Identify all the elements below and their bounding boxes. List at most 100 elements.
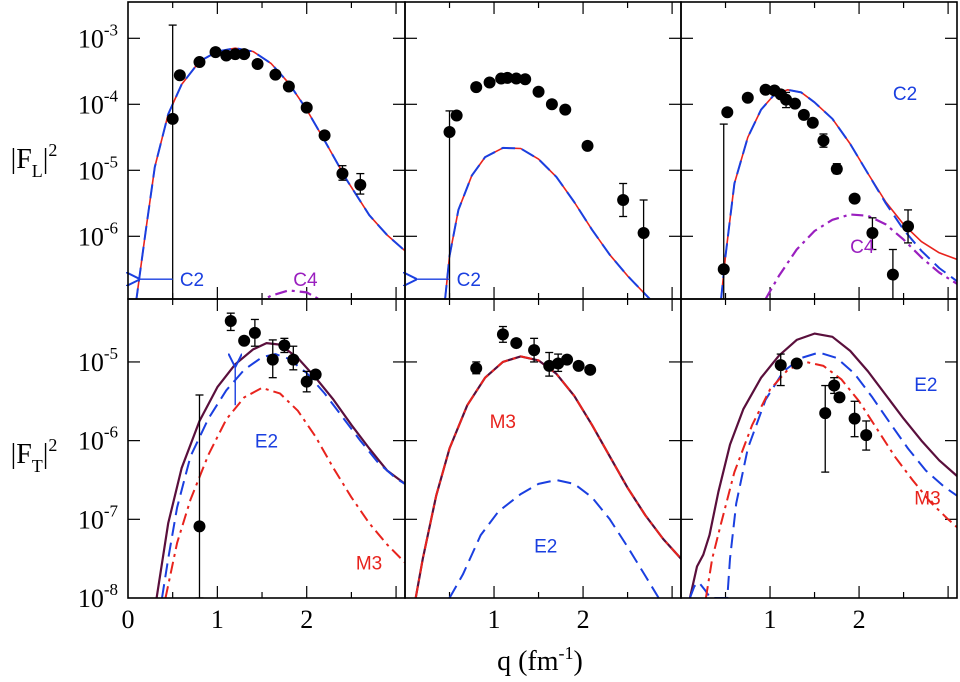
curve-label-m3: M3 xyxy=(490,412,516,433)
data-point xyxy=(193,56,206,69)
data-point xyxy=(717,263,730,276)
y-tick-label: 10-8 xyxy=(78,580,118,613)
curve-m3 xyxy=(414,355,681,598)
data-point xyxy=(833,391,846,404)
panel-frame xyxy=(680,298,958,599)
panel-top-right: C2 C4 xyxy=(680,1,958,300)
curve-label-c2: C2 xyxy=(893,84,917,105)
data-point xyxy=(637,227,650,239)
panel-plot-area xyxy=(414,325,681,598)
curve-total xyxy=(135,47,405,299)
data-point xyxy=(886,268,899,281)
data-point xyxy=(817,134,830,147)
data-point xyxy=(561,353,574,366)
data-point xyxy=(759,83,772,96)
y-tick-label: 10-7 xyxy=(78,501,119,534)
y-tick-label: 10-6 xyxy=(78,218,118,251)
data-point xyxy=(721,106,734,119)
data-point xyxy=(617,194,630,206)
data-point xyxy=(866,227,879,239)
y-axis-title-longitudinal: |FL|2 xyxy=(11,140,58,181)
data-point xyxy=(572,359,585,372)
data-point xyxy=(470,81,483,94)
data-point xyxy=(224,315,237,328)
panel-bottom-left: E2 M3 10-5 10-6 10-7 10-8 xyxy=(78,298,406,613)
panel-plot-area xyxy=(688,332,957,598)
x-tick-label: 0 xyxy=(122,605,135,634)
panel-plot-area xyxy=(443,71,651,299)
curve-label-m3: M3 xyxy=(356,554,382,575)
x-tick-label: 2 xyxy=(300,605,313,634)
data-point xyxy=(860,429,873,442)
data-point xyxy=(287,353,300,366)
data-point xyxy=(559,103,572,116)
data-point xyxy=(790,357,803,370)
panel-frame xyxy=(680,1,958,300)
curve-label-m3: M3 xyxy=(914,488,940,509)
data-point xyxy=(470,362,483,375)
curve-c2 xyxy=(444,146,651,299)
curve-m3 xyxy=(164,386,405,598)
data-point xyxy=(828,379,841,392)
data-point xyxy=(774,359,787,372)
data-point xyxy=(788,97,801,110)
data-point xyxy=(797,108,810,121)
data-point xyxy=(902,220,915,233)
curve-c2 xyxy=(135,47,405,299)
panel-frame xyxy=(127,1,406,300)
x-tick-label: 1 xyxy=(488,605,501,634)
data-point xyxy=(229,48,242,61)
data-point xyxy=(528,344,541,357)
curve-label-e2: E2 xyxy=(255,432,278,453)
panel-bottom-middle: M3 E2 xyxy=(404,298,682,599)
panel-plot-area xyxy=(717,83,957,299)
panel-top-left: C2 C4 10-3 10-4 10-5 10-6 xyxy=(78,1,406,300)
panel-plot-area xyxy=(155,312,405,598)
panel-top-middle: C2 xyxy=(405,1,682,300)
data-point xyxy=(450,109,463,122)
data-point xyxy=(519,73,532,86)
x-tick-label: 1 xyxy=(211,605,224,634)
data-point xyxy=(309,368,322,381)
data-point xyxy=(354,178,367,191)
data-point xyxy=(510,72,523,85)
data-point xyxy=(209,46,222,59)
data-point xyxy=(251,58,264,71)
curve-label-c4: C4 xyxy=(850,237,875,258)
curve-label-e2: E2 xyxy=(914,375,937,396)
curve-c4 xyxy=(764,213,957,299)
curve-c4 xyxy=(262,289,321,299)
panel-plot-area xyxy=(135,24,405,299)
data-point xyxy=(300,375,313,388)
panels: C2 C410-310-410-510-6C2C2C4E2M310-510-610… xyxy=(78,1,958,634)
data-point xyxy=(496,328,509,341)
y-tick-label: 10-5 xyxy=(78,344,118,377)
y-tick-label: 10-4 xyxy=(78,86,119,119)
data-point xyxy=(510,337,523,350)
data-point xyxy=(848,192,861,205)
data-point xyxy=(318,129,331,142)
data-point xyxy=(806,116,819,129)
data-point xyxy=(830,162,843,175)
data-point xyxy=(300,101,313,114)
data-point xyxy=(238,48,251,61)
x-tick-label: 1 xyxy=(764,605,777,634)
curve-label-e2: E2 xyxy=(534,536,557,557)
panel-bottom-right: E2 M3 xyxy=(680,298,958,599)
y-tick-label: 10-3 xyxy=(78,20,118,53)
data-point xyxy=(173,69,186,82)
y-tick-label: 10-5 xyxy=(78,152,118,185)
data-point xyxy=(741,91,754,104)
data-point xyxy=(269,68,282,81)
data-point xyxy=(848,412,861,425)
data-point xyxy=(220,49,233,62)
data-point xyxy=(532,85,545,98)
data-point xyxy=(443,126,456,139)
data-point xyxy=(545,98,558,111)
data-point xyxy=(248,326,261,339)
data-point xyxy=(483,76,496,89)
data-point xyxy=(819,407,832,420)
data-point xyxy=(166,112,179,125)
data-point xyxy=(266,353,279,366)
